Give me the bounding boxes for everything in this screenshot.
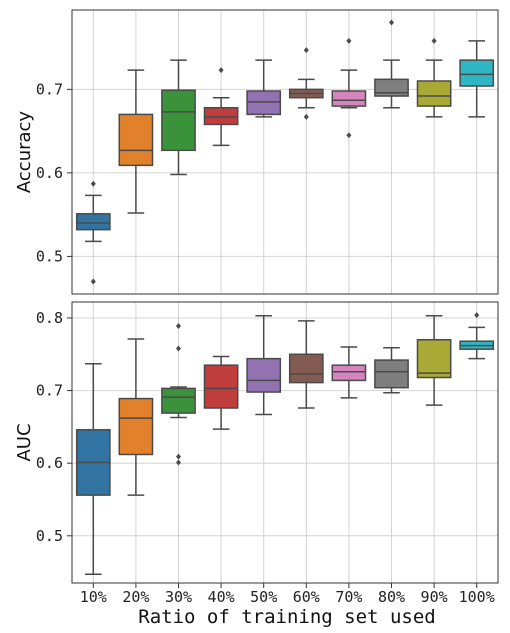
auc-outlier-point xyxy=(474,312,480,319)
auc-ytick-label: 0.7 xyxy=(36,382,63,400)
auc-box-80% xyxy=(374,346,409,394)
accuracy-y-axis-title: Accuracy xyxy=(14,111,35,194)
x-axis-title: Ratio of training set used xyxy=(138,606,435,628)
accuracy-box-90% xyxy=(416,37,452,118)
auc-box-40% xyxy=(203,355,239,430)
accuracy-outlier-point xyxy=(218,67,224,74)
accuracy-outlier-point xyxy=(389,19,394,26)
accuracy-box-20% xyxy=(118,69,154,214)
accuracy-box-iqr xyxy=(75,213,111,231)
accuracy-box-iqr xyxy=(246,90,282,116)
x-tick-label-40%: 40% xyxy=(208,588,235,606)
auc-box-90% xyxy=(416,315,452,406)
accuracy-outlier-point xyxy=(303,47,309,54)
x-tick-labels: 10% 20% 30% 40% 50% 60% 70% 80% 90% 100% xyxy=(80,583,495,606)
accuracy-box-100% xyxy=(459,40,495,118)
auc-box-iqr xyxy=(331,364,367,382)
auc-y-axis-title: AUC xyxy=(14,423,35,461)
accuracy-outlier-point xyxy=(90,180,96,187)
auc-box-iqr xyxy=(416,339,452,379)
auc-ytick-label: 0.6 xyxy=(36,454,63,472)
accuracy-box-iqr xyxy=(374,78,409,97)
accuracy-box-40% xyxy=(203,67,239,147)
auc-box-100% xyxy=(459,312,495,360)
auc-box-50% xyxy=(246,315,282,416)
accuracy-box-iqr xyxy=(203,106,239,126)
accuracy-box-70% xyxy=(331,37,367,139)
auc-box-iqr xyxy=(118,397,154,456)
auc-box-iqr xyxy=(161,387,196,414)
x-tick-label-60%: 60% xyxy=(293,588,320,606)
accuracy-box-iqr xyxy=(416,80,452,107)
auc-box-iqr xyxy=(203,364,239,409)
x-tick-label-90%: 90% xyxy=(421,588,448,606)
auc-box-20% xyxy=(118,338,154,496)
auc-outlier-point xyxy=(176,322,181,329)
auc-ytick-label: 0.5 xyxy=(36,527,63,545)
auc-box-30% xyxy=(161,322,196,466)
accuracy-ytick-label: 0.5 xyxy=(36,247,63,265)
accuracy-outlier-point xyxy=(90,278,96,285)
accuracy-outlier-point xyxy=(431,37,437,44)
accuracy-box-iqr xyxy=(161,89,196,152)
x-tick-label-20%: 20% xyxy=(122,588,149,606)
x-tick-label-50%: 50% xyxy=(250,588,277,606)
auc-box-iqr xyxy=(374,359,409,389)
accuracy-outlier-point xyxy=(346,37,352,44)
accuracy-outlier-point xyxy=(346,132,352,139)
accuracy-box-iqr xyxy=(459,59,495,87)
accuracy-box-30% xyxy=(161,59,196,176)
accuracy-box-80% xyxy=(374,19,409,109)
accuracy-box-10% xyxy=(75,180,111,285)
auc-box-10% xyxy=(75,362,111,576)
x-tick-label-80%: 80% xyxy=(378,588,405,606)
accuracy-axes-frame xyxy=(71,9,499,295)
accuracy-ytick-label: 0.7 xyxy=(36,80,63,98)
auc-outlier-point xyxy=(176,453,181,460)
auc-box-iqr xyxy=(288,353,324,384)
accuracy-outlier-point xyxy=(303,113,309,120)
auc-outlier-point xyxy=(176,459,181,466)
auc-axes-frame xyxy=(71,301,499,584)
accuracy-box-iqr xyxy=(118,113,154,167)
x-tick-label-30%: 30% xyxy=(165,588,192,606)
accuracy-box-iqr xyxy=(331,90,367,107)
x-tick-label-70%: 70% xyxy=(335,588,362,606)
auc-panel: 0.5 0.6 0.7 0.8 AUC xyxy=(14,301,499,584)
auc-box-70% xyxy=(331,346,367,399)
x-tick-label-100%: 100% xyxy=(459,588,495,606)
accuracy-box-60% xyxy=(288,47,324,120)
accuracy-box-50% xyxy=(246,59,282,118)
auc-ytick-label: 0.8 xyxy=(36,309,63,327)
auc-box-iqr xyxy=(246,357,282,393)
x-tick-label-10%: 10% xyxy=(80,588,107,606)
auc-box-60% xyxy=(288,320,324,409)
accuracy-ytick-label: 0.6 xyxy=(36,164,63,182)
auc-outlier-point xyxy=(176,345,181,352)
